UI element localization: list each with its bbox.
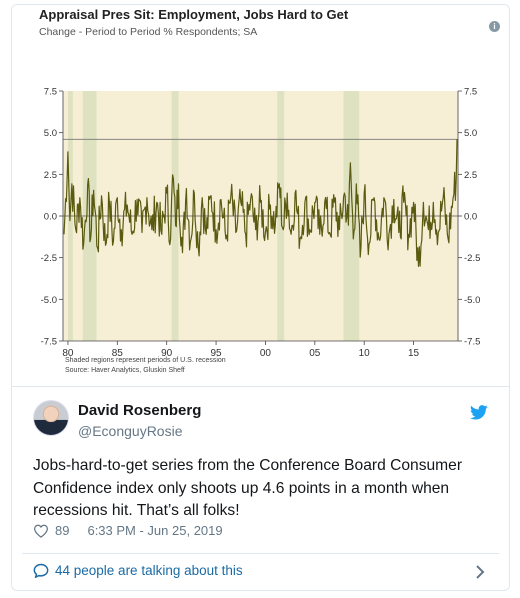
y-tick-label-right: 0.0 (464, 212, 477, 223)
x-tick-label: 10 (359, 348, 371, 359)
speech-bubble-icon (33, 563, 49, 578)
x-tick-label: 05 (309, 348, 321, 359)
x-tick-label: 15 (408, 348, 420, 359)
y-tick-label-left: -5.0 (41, 295, 57, 306)
info-icon[interactable]: i (489, 21, 500, 32)
x-tick-label: 90 (161, 348, 173, 359)
chart-subtitle: Change - Period to Period % Respondents;… (39, 26, 258, 38)
author-name[interactable]: David Rosenberg (78, 402, 202, 419)
tweet-timestamp[interactable]: 6:33 PM - Jun 25, 2019 (87, 523, 223, 538)
line-chart: 7.5 5.0 2.5 0.0 -2.5 -5.0 -7.5 7.5 5.0 2.5 0.0 -2.… (41, 87, 481, 375)
y-tick-label-left: 0.0 (44, 212, 57, 223)
x-tick-label: 80 (62, 348, 74, 359)
chevron-right-icon[interactable] (475, 565, 485, 579)
avatar[interactable] (33, 400, 69, 436)
conversation-label[interactable]: 44 people are talking about this (55, 563, 243, 578)
footer-divider (22, 553, 499, 554)
y-tick-label-left: 5.0 (44, 128, 57, 139)
x-tick-label: 95 (211, 348, 223, 359)
y-tick-label-right: -7.5 (464, 337, 480, 348)
chart-image[interactable]: Appraisal Pres Sit: Employment, Jobs Har… (12, 5, 509, 385)
like-count[interactable]: 89 (55, 523, 70, 538)
twitter-bird-icon[interactable] (470, 405, 488, 420)
chart-footnote-2: Source: Haver Analytics, Gluskin Sheff (65, 367, 185, 374)
y-tick-label-right: -5.0 (464, 295, 480, 306)
y-tick-label-right: -2.5 (464, 253, 480, 264)
y-tick-label-left: 7.5 (44, 87, 57, 98)
y-tick-label-right: 2.5 (464, 170, 477, 181)
y-tick-label-left: 2.5 (44, 170, 57, 181)
conversation-link[interactable]: 44 people are talking about this (33, 563, 243, 578)
y-tick-label-right: 5.0 (464, 128, 477, 139)
tweet-text: Jobs-hard-to-get series from the Confere… (33, 457, 463, 519)
y-tick-label-right: 7.5 (464, 87, 477, 98)
author-handle[interactable]: @EconguyRosie (78, 423, 183, 439)
x-tick-label: 85 (112, 348, 124, 359)
x-tick-label: 00 (260, 348, 272, 359)
y-tick-label-left: -2.5 (41, 253, 57, 264)
chart-title: Appraisal Pres Sit: Employment, Jobs Har… (39, 7, 349, 22)
tweet-card[interactable]: Appraisal Pres Sit: Employment, Jobs Har… (11, 4, 510, 591)
tweet-meta: 89 6:33 PM - Jun 25, 2019 (33, 523, 223, 538)
divider (12, 386, 509, 387)
chart-footnote-1: Shaded regions represent periods of U.S.… (65, 357, 226, 364)
y-tick-label-left: -7.5 (41, 337, 57, 348)
heart-icon[interactable] (33, 524, 49, 538)
data-series-line (63, 139, 458, 267)
